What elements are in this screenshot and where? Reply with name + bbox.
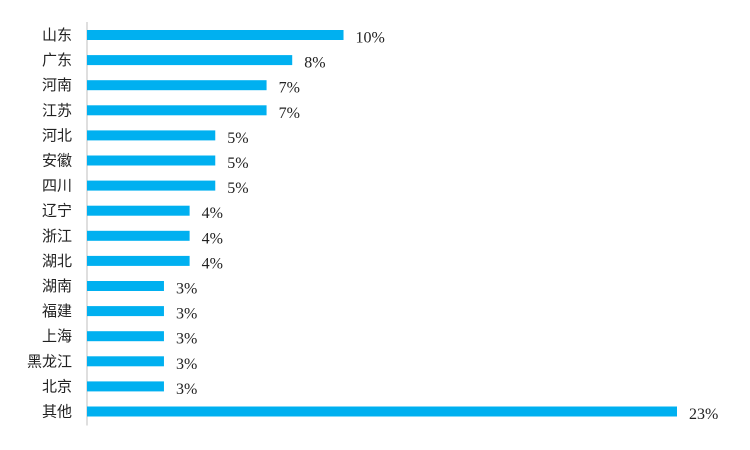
category-label: 福建 [42,302,72,320]
bar [87,230,190,241]
value-label: 5% [227,130,248,147]
category-label: 河北 [42,126,72,144]
category-label: 广东 [42,51,72,69]
bar [87,80,267,91]
bar [87,406,677,417]
category-label: 上海 [42,327,72,345]
category-label: 辽宁 [42,202,72,220]
category-label: 江苏 [42,101,72,119]
bar [87,281,164,291]
value-label: 3% [176,281,197,298]
bar [87,130,216,141]
bar [87,205,190,216]
value-label: 3% [176,331,197,348]
category-label: 北京 [42,377,72,395]
value-label: 8% [304,55,325,72]
bar [87,155,216,166]
bars-group [87,30,677,417]
value-label: 3% [176,356,197,373]
bar [87,331,164,342]
value-label: 7% [279,80,300,97]
bar [87,255,190,266]
value-label: 23% [689,406,718,423]
category-label: 湖北 [42,252,72,270]
value-label: 10% [356,30,385,47]
category-label: 湖南 [42,277,72,295]
category-label: 浙江 [42,227,72,245]
category-label: 安徽 [42,152,72,170]
value-label: 4% [202,205,223,222]
bar [87,356,164,367]
bar [87,105,267,116]
bar [87,381,164,392]
category-label: 黑龙江 [27,352,72,370]
category-label: 山东 [42,26,72,44]
value-label: 3% [176,381,197,398]
value-label: 7% [279,105,300,122]
value-label: 4% [202,255,223,272]
category-label: 四川 [42,177,72,195]
value-label: 4% [202,230,223,247]
value-label: 5% [227,180,248,197]
bar [87,30,344,40]
bar [87,55,293,66]
value-labels-group: 10%8%7%7%5%5%5%4%4%4%3%3%3%3%3%23% [176,30,718,424]
bar [87,180,216,191]
value-label: 5% [227,155,248,172]
bar [87,306,164,317]
category-label: 其他 [42,403,72,421]
category-label: 河南 [42,76,72,94]
value-label: 3% [176,306,197,323]
